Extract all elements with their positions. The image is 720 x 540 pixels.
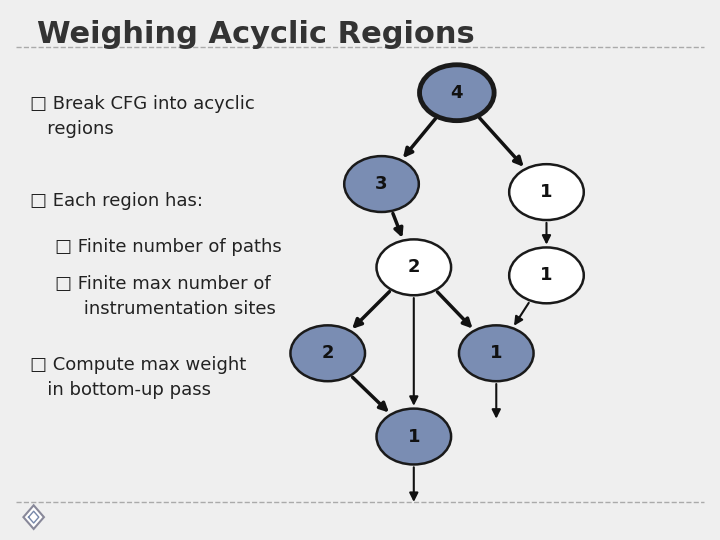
- Text: 1: 1: [540, 266, 553, 285]
- Circle shape: [377, 409, 451, 464]
- Text: □ Each region has:: □ Each region has:: [30, 192, 203, 210]
- Text: 1: 1: [540, 183, 553, 201]
- Text: 4: 4: [451, 84, 463, 102]
- Circle shape: [420, 65, 494, 120]
- Circle shape: [459, 325, 534, 381]
- Polygon shape: [24, 505, 44, 529]
- Text: 3: 3: [375, 175, 388, 193]
- Text: 2: 2: [321, 345, 334, 362]
- Text: 2: 2: [408, 258, 420, 276]
- Circle shape: [509, 247, 584, 303]
- Circle shape: [290, 325, 365, 381]
- Text: □ Break CFG into acyclic
   regions: □ Break CFG into acyclic regions: [30, 96, 255, 138]
- Circle shape: [377, 239, 451, 295]
- Circle shape: [509, 164, 584, 220]
- Text: 1: 1: [490, 345, 503, 362]
- Text: □ Finite number of paths: □ Finite number of paths: [55, 238, 282, 256]
- Text: □ Compute max weight
   in bottom-up pass: □ Compute max weight in bottom-up pass: [30, 356, 246, 399]
- Circle shape: [344, 156, 419, 212]
- Text: Weighing Acyclic Regions: Weighing Acyclic Regions: [37, 20, 475, 49]
- Text: 1: 1: [408, 428, 420, 445]
- Text: □ Finite max number of
     instrumentation sites: □ Finite max number of instrumentation s…: [55, 275, 276, 319]
